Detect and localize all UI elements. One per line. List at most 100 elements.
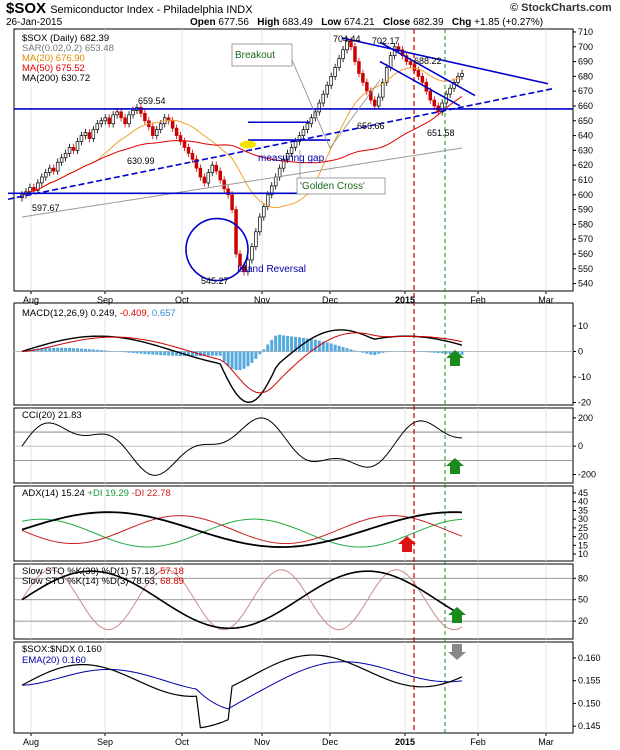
price-label-630: 630.99 — [127, 156, 155, 166]
candle-body — [186, 147, 191, 154]
macd-hist-bar — [325, 342, 329, 352]
price-label-545: 545.27 — [201, 276, 229, 286]
candle-body — [210, 164, 215, 173]
macd-hist-bar — [460, 351, 464, 355]
breakout-callout — [231, 43, 293, 67]
macd-hist-bar — [167, 351, 171, 356]
candle-body — [155, 129, 159, 136]
legend-sar: SAR(0.02,0.2) 653.48 — [22, 43, 114, 54]
candle-body — [166, 117, 171, 122]
x-tick-label: Feb — [470, 295, 486, 305]
candle-body — [341, 49, 345, 59]
candle-body — [373, 99, 377, 107]
candle-body — [293, 141, 298, 148]
macd-hist-bar — [175, 351, 179, 356]
candle-body — [396, 46, 401, 51]
candle-body — [238, 253, 242, 267]
macd-hist-bar — [68, 347, 72, 352]
mdi-line — [21, 515, 463, 545]
macd-hist-bar — [448, 351, 452, 355]
candle-body — [32, 187, 36, 191]
macd-hist-bar — [432, 351, 436, 353]
x-tick-label: Dec — [322, 737, 339, 747]
macd-hist-bar — [333, 344, 337, 352]
candle-body — [262, 206, 266, 218]
candle-body — [416, 70, 421, 77]
candle-body — [170, 120, 175, 129]
macd-hist-bar — [155, 351, 159, 355]
candle-body — [47, 167, 52, 173]
macd-hist-bar — [214, 351, 218, 356]
y-tick-label: 560 — [578, 249, 593, 259]
candle-body — [281, 158, 286, 169]
candle-body — [380, 81, 385, 98]
macd-hist-bar — [147, 351, 151, 355]
pdi-line — [21, 518, 463, 548]
symbol: $SOX — [6, 0, 47, 17]
macd-hist-bar — [64, 347, 68, 352]
candle-body — [115, 111, 119, 116]
candle-body — [277, 167, 282, 178]
y-tick-label: 610 — [578, 175, 593, 185]
y-tick-label: 30 — [578, 514, 588, 524]
y-tick-label: 0.155 — [578, 676, 601, 686]
y-tick-label: 630 — [578, 145, 593, 155]
y-tick-label: 45 — [578, 488, 588, 498]
macd-hist-bar — [262, 349, 266, 352]
x-tick-label: Aug — [23, 295, 39, 305]
chart-title: $SOX Semiconductor Index - Philadelphia … — [6, 0, 253, 17]
candle-body — [357, 61, 361, 74]
macd-hist-bar — [385, 351, 389, 353]
y-tick-label: 650 — [578, 116, 593, 126]
candle-body — [119, 111, 123, 119]
candle-body — [143, 113, 147, 122]
candle-body — [44, 172, 48, 178]
candle-body — [178, 135, 183, 142]
candle-body — [250, 246, 254, 261]
macd-hist-bar — [369, 351, 373, 355]
y-tick-label: 35 — [578, 505, 588, 515]
macd-hist-bar — [345, 348, 349, 352]
candle-body — [305, 123, 310, 131]
candle-body — [309, 117, 314, 125]
candle-body — [91, 129, 96, 139]
y-tick-label: 0 — [578, 441, 583, 451]
macd-hist-bar — [274, 335, 278, 352]
macd-hist-bar — [72, 348, 76, 352]
macd-hist-bar — [353, 350, 357, 352]
adx-up-arrow — [398, 536, 416, 552]
sto-slow-line — [21, 570, 463, 630]
x-tick-label: 2015 — [395, 295, 415, 305]
candle-body — [202, 176, 207, 184]
candle-body — [420, 76, 425, 83]
candle-body — [103, 117, 107, 122]
macd-hist-bar — [250, 351, 254, 363]
price-panel — [20, 37, 464, 371]
legend-ema: EMA(20) 0.160 — [22, 655, 86, 666]
candle-body — [40, 176, 44, 184]
macd-hist-bar — [234, 351, 238, 371]
y-tick-label: 0.160 — [578, 653, 601, 663]
price-label-656: 656.66 — [357, 121, 385, 131]
legend-sto1: Slow STO %K(39) %D(1) 57.18, 57.18 — [22, 566, 184, 577]
candle-body — [194, 158, 199, 169]
macd-hist-bar — [48, 347, 52, 352]
candle-body — [51, 167, 56, 172]
candle-body — [460, 73, 464, 77]
macd-hist-bar — [190, 351, 194, 357]
candle-body — [329, 76, 333, 86]
candle-body — [448, 87, 452, 95]
macd-line — [21, 329, 463, 404]
ema-line — [21, 661, 463, 710]
legend-ma20: MA(20) 676.90 — [22, 53, 85, 64]
macd-hist-bar — [230, 351, 234, 369]
macd-hist-bar — [313, 339, 317, 352]
macd-hist-bar — [107, 350, 111, 352]
x-tick-label: 2015 — [395, 737, 415, 747]
candle-body — [365, 81, 369, 92]
price-label-702: 702.17 — [372, 36, 400, 46]
macd-hist-bar — [52, 347, 56, 352]
y-tick-label: 40 — [578, 497, 588, 507]
macd-hist-bar — [373, 351, 377, 356]
candle-body — [266, 194, 270, 207]
